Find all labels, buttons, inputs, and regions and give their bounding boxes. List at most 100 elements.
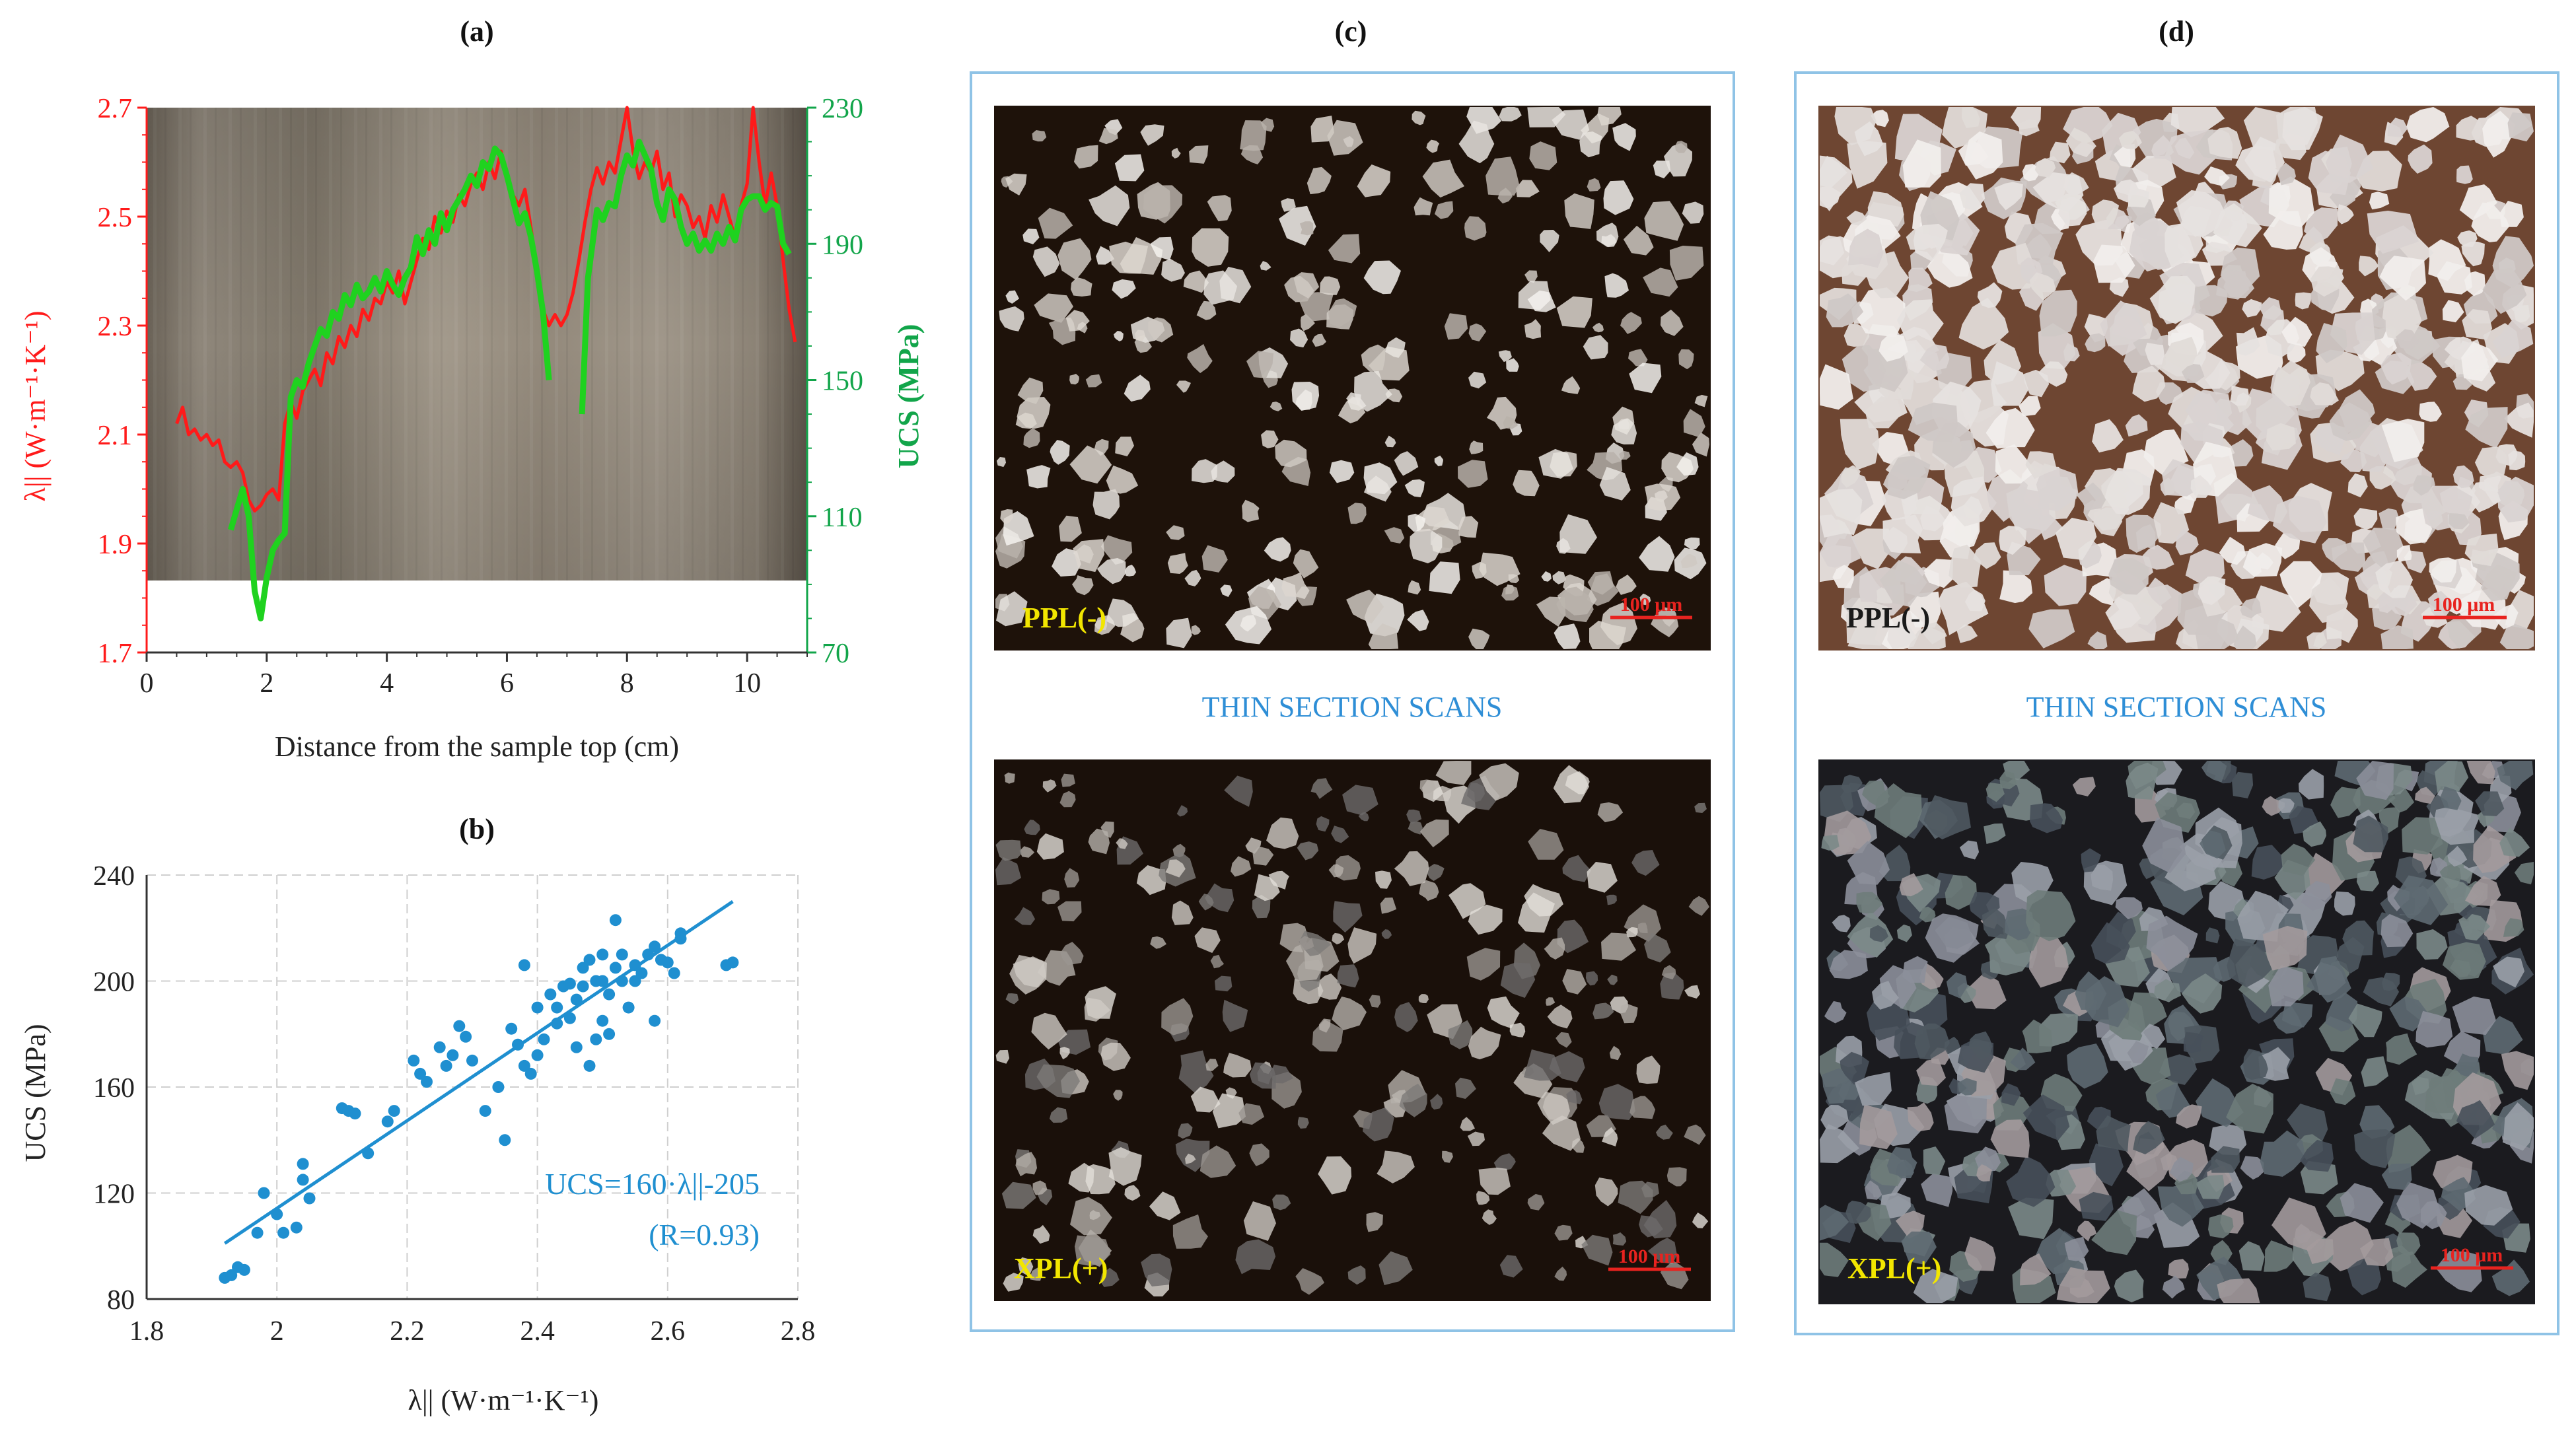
data-point [479,1105,491,1117]
mineral-grain [2497,476,2534,523]
xpl-tag: XPL(+) [1014,1252,1108,1285]
regression-equation: UCS=160·λ||-205 [545,1167,760,1201]
mineral-grain [1559,514,1597,554]
mineral-grain [1820,527,1861,568]
mineral-grain [2022,1019,2053,1053]
mineral-grain [1865,1180,1882,1200]
mineral-grain [1032,130,1047,142]
mineral-grain [2252,585,2301,632]
mineral-grain [2243,1049,2268,1080]
mineral-grain [1354,370,1392,412]
mineral-grain [1270,1065,1293,1084]
mineral-grain [2170,107,2225,137]
mineral-grain [1205,1059,1219,1071]
mineral-grain [2030,803,2063,833]
mineral-grain [2273,495,2327,544]
mineral-grain [1540,230,1559,252]
mineral-grain [2462,309,2493,340]
mineral-grain [999,306,1024,332]
mineral-grain [1896,299,1944,341]
y-axis-label-ucs-right: UCS (MPa) [892,324,925,469]
mineral-grain [1318,1018,1331,1033]
mineral-grain [1015,412,1037,429]
mineral-grain [1290,328,1308,348]
mineral-grain [1959,183,1986,211]
mineral-grain [1337,964,1359,988]
mineral-grain [1380,897,1397,914]
mineral-grain [2146,577,2172,606]
mineral-grain [2396,508,2433,545]
mineral-grain [2340,449,2367,473]
mineral-grain [2259,297,2282,320]
mineral-grain [1018,1257,1034,1277]
mineral-grain [1820,1205,1849,1241]
mineral-grain [2145,342,2165,365]
mineral-grain [2183,1032,2204,1053]
mineral-grain [1192,459,1218,483]
mineral-grain [2295,292,2311,310]
mineral-grain [2044,565,2087,606]
mineral-grain [2039,514,2064,540]
mineral-grain [1069,374,1079,385]
mineral-grain [1050,440,1070,465]
mineral-grain [1556,538,1571,554]
mineral-grain [2380,352,2412,385]
mineral-grain [1651,607,1679,637]
mineral-grain [1299,292,1334,322]
mineral-grain [1222,999,1248,1032]
mineral-grain [1907,267,1933,293]
mineral-grain [1114,154,1145,182]
mineral-grain [1176,380,1191,393]
mineral-grain [1189,145,1209,164]
mineral-grain [1916,1058,1946,1086]
mineral-grain [2091,1210,2137,1255]
x-tick-label: 10 [733,668,761,699]
data-point [349,1108,361,1120]
mineral-grain [995,839,1022,861]
mineral-grain [2306,956,2351,1003]
mineral-grain [1003,1273,1024,1292]
panel-b-label: (b) [459,813,495,845]
mineral-grain [2408,144,2433,174]
mineral-grain [995,857,1022,886]
mineral-grain [2159,1054,2198,1085]
mineral-grain [2092,419,2124,453]
panel-d-thin-sections: (d) PPL(-) 100 μm THIN SECTION SCANS XPL… [1794,15,2559,1335]
mineral-grain [1252,846,1274,866]
mineral-grain [2065,127,2096,157]
mineral-grain [1224,775,1253,807]
mineral-grain [2260,1130,2306,1177]
mineral-grain [2402,817,2443,855]
y-tick-label: 200 [93,968,135,998]
mineral-grain [1944,1091,1987,1134]
mineral-grain [1643,1200,1677,1239]
mineral-grain [1075,1235,1111,1267]
mineral-grain [2369,192,2390,210]
mineral-grain [1467,1131,1485,1146]
mineral-grain [2471,202,2510,242]
mineral-grain [1332,997,1367,1031]
mineral-grain [1100,1267,1120,1287]
mineral-grain [1653,160,1671,179]
y-right-tick-label: 150 [822,367,863,397]
mineral-grain [2396,1232,2421,1257]
mineral-grain [2334,891,2355,916]
mineral-grain [1609,1045,1622,1061]
mineral-grain [1426,139,1440,153]
mineral-grain [1482,1209,1497,1225]
mineral-grain [2238,1241,2265,1271]
mineral-grain [2396,545,2412,563]
data-point [531,1049,544,1061]
mineral-grain [1655,1125,1673,1140]
mineral-grain [1332,933,1345,944]
mineral-grain [1878,333,1908,362]
mineral-grain [2232,771,2254,798]
mineral-grain [1148,317,1174,343]
mineral-grain [1887,456,1931,499]
data-point [544,988,557,1001]
mineral-grain [2461,242,2485,267]
mineral-grain [1036,1064,1080,1098]
mineral-grain [2504,402,2534,438]
mineral-grain [2466,761,2495,785]
